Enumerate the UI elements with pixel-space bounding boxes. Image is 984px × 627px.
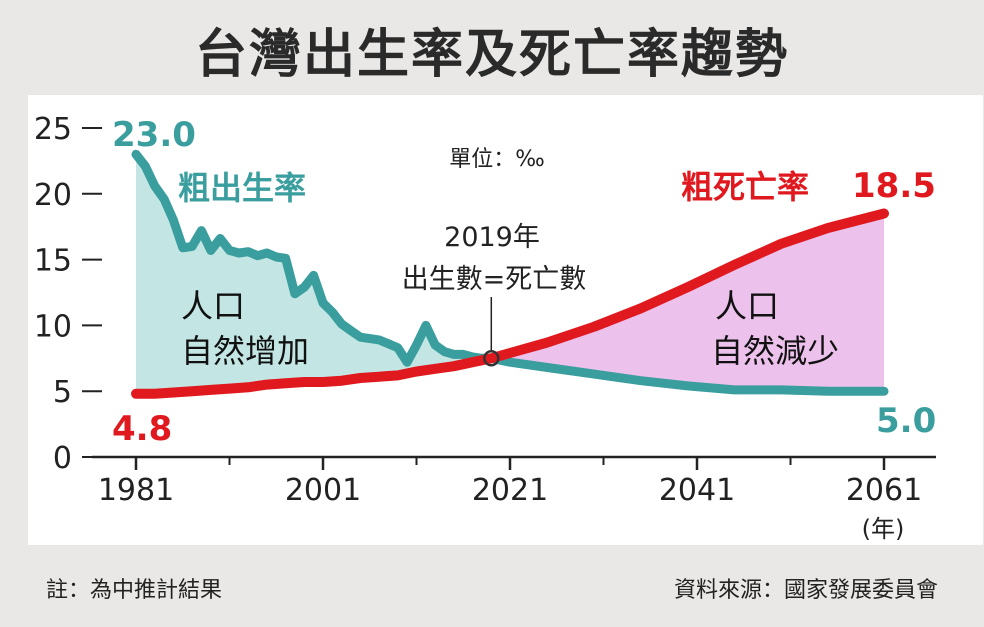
footer-source: 資料來源：國家發展委員會 bbox=[674, 578, 938, 603]
death-start-value: 4.8 bbox=[112, 409, 172, 449]
region-decrease-line2: 自然減少 bbox=[711, 332, 839, 370]
region-increase-line1: 人口 bbox=[181, 287, 245, 325]
y-tick-label: 20 bbox=[34, 178, 72, 213]
page-title: 台灣出生率及死亡率趨勢 bbox=[195, 25, 789, 85]
x-tick-label: 2061 bbox=[846, 473, 922, 508]
x-tick-label: 1981 bbox=[98, 473, 174, 508]
birth-rate-line bbox=[131, 149, 889, 396]
birth-end-value: 5.0 bbox=[876, 401, 936, 441]
fill-natural-decrease bbox=[491, 213, 884, 392]
x-tick-label: 2041 bbox=[659, 473, 735, 508]
unit-label: 單位：‰ bbox=[449, 147, 545, 172]
fill-natural-increase bbox=[136, 154, 492, 394]
x-tick-label: 2001 bbox=[285, 473, 361, 508]
y-tick-label: 10 bbox=[34, 309, 72, 344]
death-rate-line bbox=[131, 208, 889, 399]
birth-start-value: 23.0 bbox=[112, 115, 196, 155]
crossover-year: 2019年 bbox=[444, 222, 540, 253]
footer-note: 註：為中推計結果 bbox=[46, 578, 222, 603]
crossover-text: 出生數=死亡數 bbox=[402, 264, 587, 295]
y-tick-label: 25 bbox=[34, 112, 72, 147]
axes: 0 5 10 15 20 25 1981 2001 2021 2041 2061 bbox=[34, 112, 936, 508]
series-lines bbox=[131, 149, 889, 399]
y-tick-label: 5 bbox=[53, 375, 72, 410]
series-label-birth: 粗出生率 bbox=[178, 169, 306, 207]
region-decrease-line1: 人口 bbox=[715, 287, 779, 325]
crossover-marker bbox=[483, 350, 500, 367]
region-fills bbox=[136, 154, 884, 394]
x-tick-label: 2021 bbox=[472, 473, 548, 508]
series-label-death: 粗死亡率 bbox=[681, 168, 809, 206]
death-end-value: 18.5 bbox=[852, 166, 936, 206]
region-increase-line2: 自然增加 bbox=[181, 332, 309, 370]
chart-labels bbox=[483, 297, 500, 367]
x-unit-label: (年) bbox=[862, 515, 905, 543]
y-tick-label: 0 bbox=[53, 441, 72, 476]
y-tick-label: 15 bbox=[34, 244, 72, 279]
